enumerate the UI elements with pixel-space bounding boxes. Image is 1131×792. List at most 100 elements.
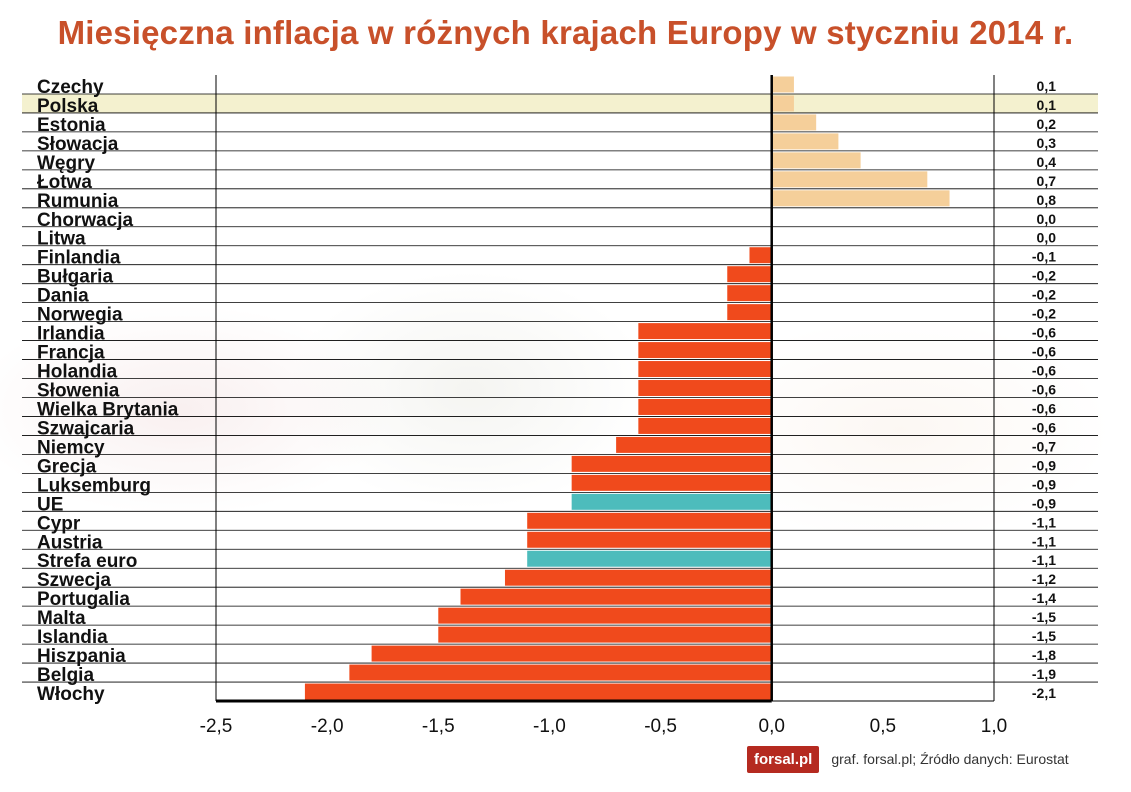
value-label: 0,1 [1037,78,1057,94]
category-label: Rumunia [37,191,119,212]
chart-title: Miesięczna inflacja w różnych krajach Eu… [57,14,1074,51]
bar [571,493,772,510]
category-label: Austria [37,532,103,553]
value-label: -1,5 [1032,628,1056,644]
category-label: Luksemburg [37,475,151,496]
bar [727,285,772,302]
bar [638,342,772,359]
category-label: Francja [37,343,105,364]
value-label: 0,4 [1037,154,1057,170]
value-label: -1,1 [1032,552,1056,568]
value-label: -0,9 [1032,495,1056,511]
bar [438,626,772,643]
bar [349,664,772,681]
category-label: Włochy [37,684,105,705]
bar [727,266,772,283]
highlight-row-band [22,93,1098,113]
bar [771,190,950,207]
category-label: Islandia [37,627,108,648]
category-label: Wielka Brytania [37,399,179,420]
value-label: -0,2 [1032,287,1056,303]
category-label: Łotwa [37,172,92,193]
value-label: -2,1 [1032,685,1056,701]
category-label: Niemcy [37,437,105,458]
forsal-logo[interactable]: forsal.pl [747,745,820,773]
bar [527,531,772,548]
x-tick-label: -2,0 [311,716,344,737]
value-label: -1,1 [1032,514,1056,530]
source-note: graf. forsal.pl; Źródło danych: Eurostat [831,751,1069,767]
value-label: -0,6 [1032,419,1056,435]
bar [304,683,772,700]
category-label: Belgia [37,665,94,686]
bar [571,474,772,491]
category-label: Szwecja [37,570,111,591]
category-label: Słowenia [37,380,120,401]
bar [771,171,928,188]
category-label: Węgry [37,153,96,174]
value-label: -0,9 [1032,457,1056,473]
bar [638,417,772,434]
bar [638,323,772,340]
category-label: Grecja [37,456,97,477]
category-label: Estonia [37,115,106,136]
bar [638,380,772,396]
bar [638,361,772,378]
bar [727,304,772,321]
chart-footer: forsal.pl graf. forsal.pl; Źródło danych… [747,744,1117,774]
bar [571,455,772,472]
bar [438,607,772,624]
value-label: 0,0 [1037,211,1057,227]
x-tick-label: 1,0 [981,716,1007,737]
value-label: 0,8 [1037,192,1057,208]
category-label: Polska [37,96,99,117]
x-tick-label: -0,5 [644,716,677,737]
value-label: -0,2 [1032,268,1056,284]
category-label: Cypr [37,513,81,534]
bar [616,436,772,453]
category-label: Finlandia [37,248,121,269]
bar [771,152,861,169]
value-label: 0,7 [1037,173,1057,189]
category-label: Irlandia [37,324,105,345]
value-label: 0,0 [1037,230,1057,246]
category-label: Holandia [37,362,118,383]
value-label: 0,3 [1037,135,1057,151]
bar [749,247,772,264]
value-label: -0,7 [1032,438,1056,454]
bar [527,512,772,529]
category-label: Bułgaria [37,267,113,288]
x-tick-label: 0,5 [870,716,896,737]
category-label: Norwegia [37,305,123,326]
value-label: -0,1 [1032,249,1056,265]
value-label: -1,1 [1032,533,1056,549]
x-tick-label: -1,0 [533,716,566,737]
category-label: Hiszpania [37,646,126,667]
category-label: Chorwacja [37,210,134,231]
value-label: -0,6 [1032,325,1056,341]
value-label: -1,9 [1032,666,1056,682]
bar [771,95,794,112]
value-label: -1,8 [1032,647,1056,663]
value-label: -0,6 [1032,363,1056,379]
value-label: -0,6 [1032,400,1056,416]
bar [771,133,839,150]
x-tick-label: 0,0 [759,716,785,737]
bar [460,588,772,605]
bar [527,550,772,567]
category-label: Słowacja [37,134,119,155]
value-label: -0,6 [1032,381,1056,397]
bar [771,114,817,131]
x-tick-label: -2,5 [200,716,233,737]
value-label: -0,6 [1032,344,1056,360]
value-label: -1,5 [1032,609,1056,625]
category-label: Litwa [37,229,86,250]
category-label: Dania [37,286,89,307]
category-label: Strefa euro [37,551,137,572]
bar [504,569,772,586]
value-label: 0,2 [1037,116,1057,132]
bar [638,398,772,415]
bar [771,76,794,93]
category-label: Czechy [37,77,104,98]
